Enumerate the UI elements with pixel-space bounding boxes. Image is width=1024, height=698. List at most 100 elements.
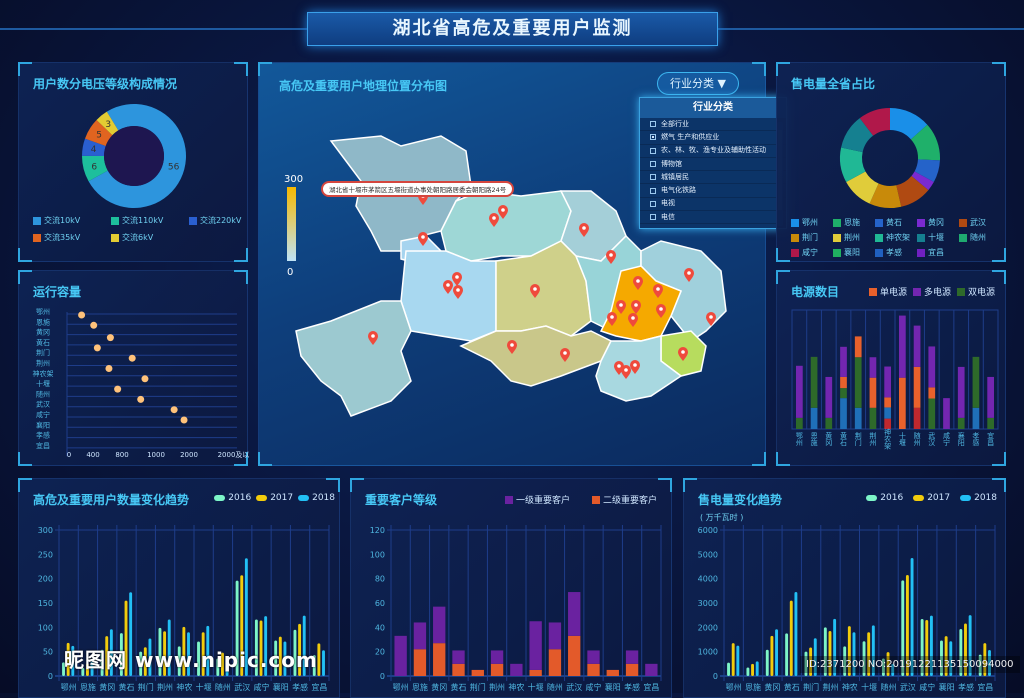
- map-pin-icon[interactable]: [616, 300, 626, 314]
- legend-swatch: [591, 495, 600, 504]
- legend-swatch: [917, 233, 925, 242]
- bar: [235, 580, 239, 676]
- map-pin-icon[interactable]: [607, 312, 617, 326]
- bar: [244, 558, 248, 676]
- scatter-point: [106, 334, 114, 342]
- x-tick-label: 襄阳: [605, 682, 621, 692]
- map-pin-icon[interactable]: [684, 268, 694, 282]
- bar: [770, 635, 774, 676]
- map-region-enshi[interactable]: [295, 300, 412, 417]
- map-pin-icon[interactable]: [606, 250, 616, 264]
- dropdown-option[interactable]: 电信: [640, 211, 786, 225]
- map-pin-icon[interactable]: [656, 304, 666, 318]
- scatter-point: [90, 321, 98, 329]
- y-tick-label: 4000: [698, 575, 718, 584]
- voltage-panel: 用户数分电压等级构成情况 56 6 4 5 3 交流10kV 交流110kV 交流220kV…: [18, 62, 248, 262]
- map-pin-icon[interactable]: [628, 313, 638, 327]
- checkbox[interactable]: [650, 174, 656, 181]
- map-pin-icon[interactable]: [678, 347, 688, 361]
- legend-item: 单电源: [868, 285, 907, 298]
- y-tick-label: 黄石: [36, 338, 50, 347]
- bar: [182, 626, 186, 676]
- stacked-bar-segment: [433, 643, 446, 676]
- power-legend: 单电源 多电源 双电源: [868, 285, 995, 298]
- y-tick-label: 100: [370, 550, 385, 559]
- legend-swatch: [912, 287, 921, 296]
- x-tick-label: 黄冈: [764, 682, 780, 692]
- map-pin-icon[interactable]: [498, 205, 508, 219]
- slice-label: 3: [105, 120, 111, 130]
- legend-label: 襄阳: [844, 248, 860, 257]
- x-tick-label: 鄂州: [61, 683, 77, 692]
- x-tick-label: 孝感: [292, 682, 308, 692]
- x-tick-label: 武汉: [234, 682, 250, 692]
- bar: [959, 629, 963, 676]
- map-pin-icon[interactable]: [489, 213, 499, 227]
- map-pin-icon[interactable]: [630, 360, 640, 374]
- y-tick-label: 神农架: [33, 369, 54, 378]
- x-tick-label: 武汉: [900, 682, 916, 692]
- dropdown-option[interactable]: 博物馆: [640, 158, 786, 172]
- industry-dropdown-button[interactable]: 行业分类 ▼: [657, 72, 739, 95]
- bar: [62, 662, 65, 676]
- checkbox[interactable]: [650, 134, 656, 141]
- map-pin-icon[interactable]: [443, 280, 453, 294]
- checkbox[interactable]: [650, 147, 656, 154]
- bar: [789, 600, 793, 676]
- stacked-bar-segment: [869, 377, 877, 408]
- pie-slice: [910, 124, 940, 161]
- bar: [124, 600, 128, 676]
- stacked-bar-segment: [825, 417, 833, 429]
- x-tick-label: 孝感: [624, 682, 640, 692]
- map-pin-icon[interactable]: [633, 276, 643, 290]
- map-pin-icon[interactable]: [453, 285, 463, 299]
- dropdown-option[interactable]: 农、林、牧、渔专业及辅助性活动: [640, 145, 786, 158]
- legend-label: 二级重要客户: [602, 496, 657, 506]
- map-pin-icon[interactable]: [368, 331, 378, 345]
- grade-legend: 一级重要客户 二级重要客户: [504, 493, 657, 506]
- checkbox[interactable]: [650, 187, 656, 194]
- color-scale-bar: [287, 187, 296, 261]
- legend-swatch: [791, 248, 799, 257]
- legend-item: 咸宁: [791, 247, 833, 258]
- legend-label: 鄂州: [802, 218, 818, 227]
- bar: [100, 649, 104, 676]
- y-tick-label: 6000: [698, 526, 718, 535]
- share-legend: 鄂州 恩施 黄石 黄冈 武汉 荆门 荆州 神农架 十堰 随州 咸宁 襄阳 孝感 宜昌: [791, 217, 1001, 258]
- x-tick-label: 神农: [508, 682, 524, 692]
- bar: [187, 632, 190, 676]
- checkbox[interactable]: [650, 214, 656, 221]
- map-region-yichang[interactable]: [400, 250, 497, 342]
- y-tick-label: 120: [370, 526, 385, 535]
- map-pin-icon[interactable]: [530, 284, 540, 298]
- bar: [197, 641, 200, 676]
- map-pin-icon[interactable]: [560, 348, 570, 362]
- map-pin-icon[interactable]: [418, 232, 428, 246]
- checkbox[interactable]: [650, 121, 656, 128]
- dropdown-option[interactable]: 燃气 生产和供应业: [640, 131, 786, 145]
- checkbox[interactable]: [650, 161, 656, 168]
- stacked-bar-segment: [840, 346, 847, 377]
- bar: [216, 658, 220, 676]
- dropdown-option[interactable]: 电视: [640, 198, 786, 212]
- map-pin-icon[interactable]: [452, 272, 462, 286]
- y-tick-label: 荆州: [36, 359, 50, 368]
- dropdown-option[interactable]: 全部行业: [640, 118, 786, 132]
- map-pin-icon[interactable]: [653, 284, 663, 298]
- stacked-bar-segment: [987, 417, 994, 429]
- stacked-bar-segment: [606, 669, 619, 676]
- dropdown-option[interactable]: 电气化铁路: [640, 184, 786, 198]
- panel-title: 电源数目: [791, 285, 840, 299]
- map-pin-icon[interactable]: [507, 340, 517, 354]
- map-pin-icon[interactable]: [579, 223, 589, 237]
- legend-swatch: [959, 233, 967, 242]
- dropdown-header: 行业分类: [640, 98, 786, 118]
- map-pin-icon[interactable]: [706, 312, 716, 326]
- stacked-bar-segment: [548, 649, 562, 676]
- map-pin-icon[interactable]: [621, 365, 631, 379]
- map-pin-icon[interactable]: [631, 300, 641, 314]
- stacked-bar-segment: [529, 621, 542, 670]
- dropdown-option[interactable]: 城镇居民: [640, 171, 786, 185]
- checkbox[interactable]: [650, 200, 656, 207]
- x-tick-label: 襄阳: [957, 431, 965, 447]
